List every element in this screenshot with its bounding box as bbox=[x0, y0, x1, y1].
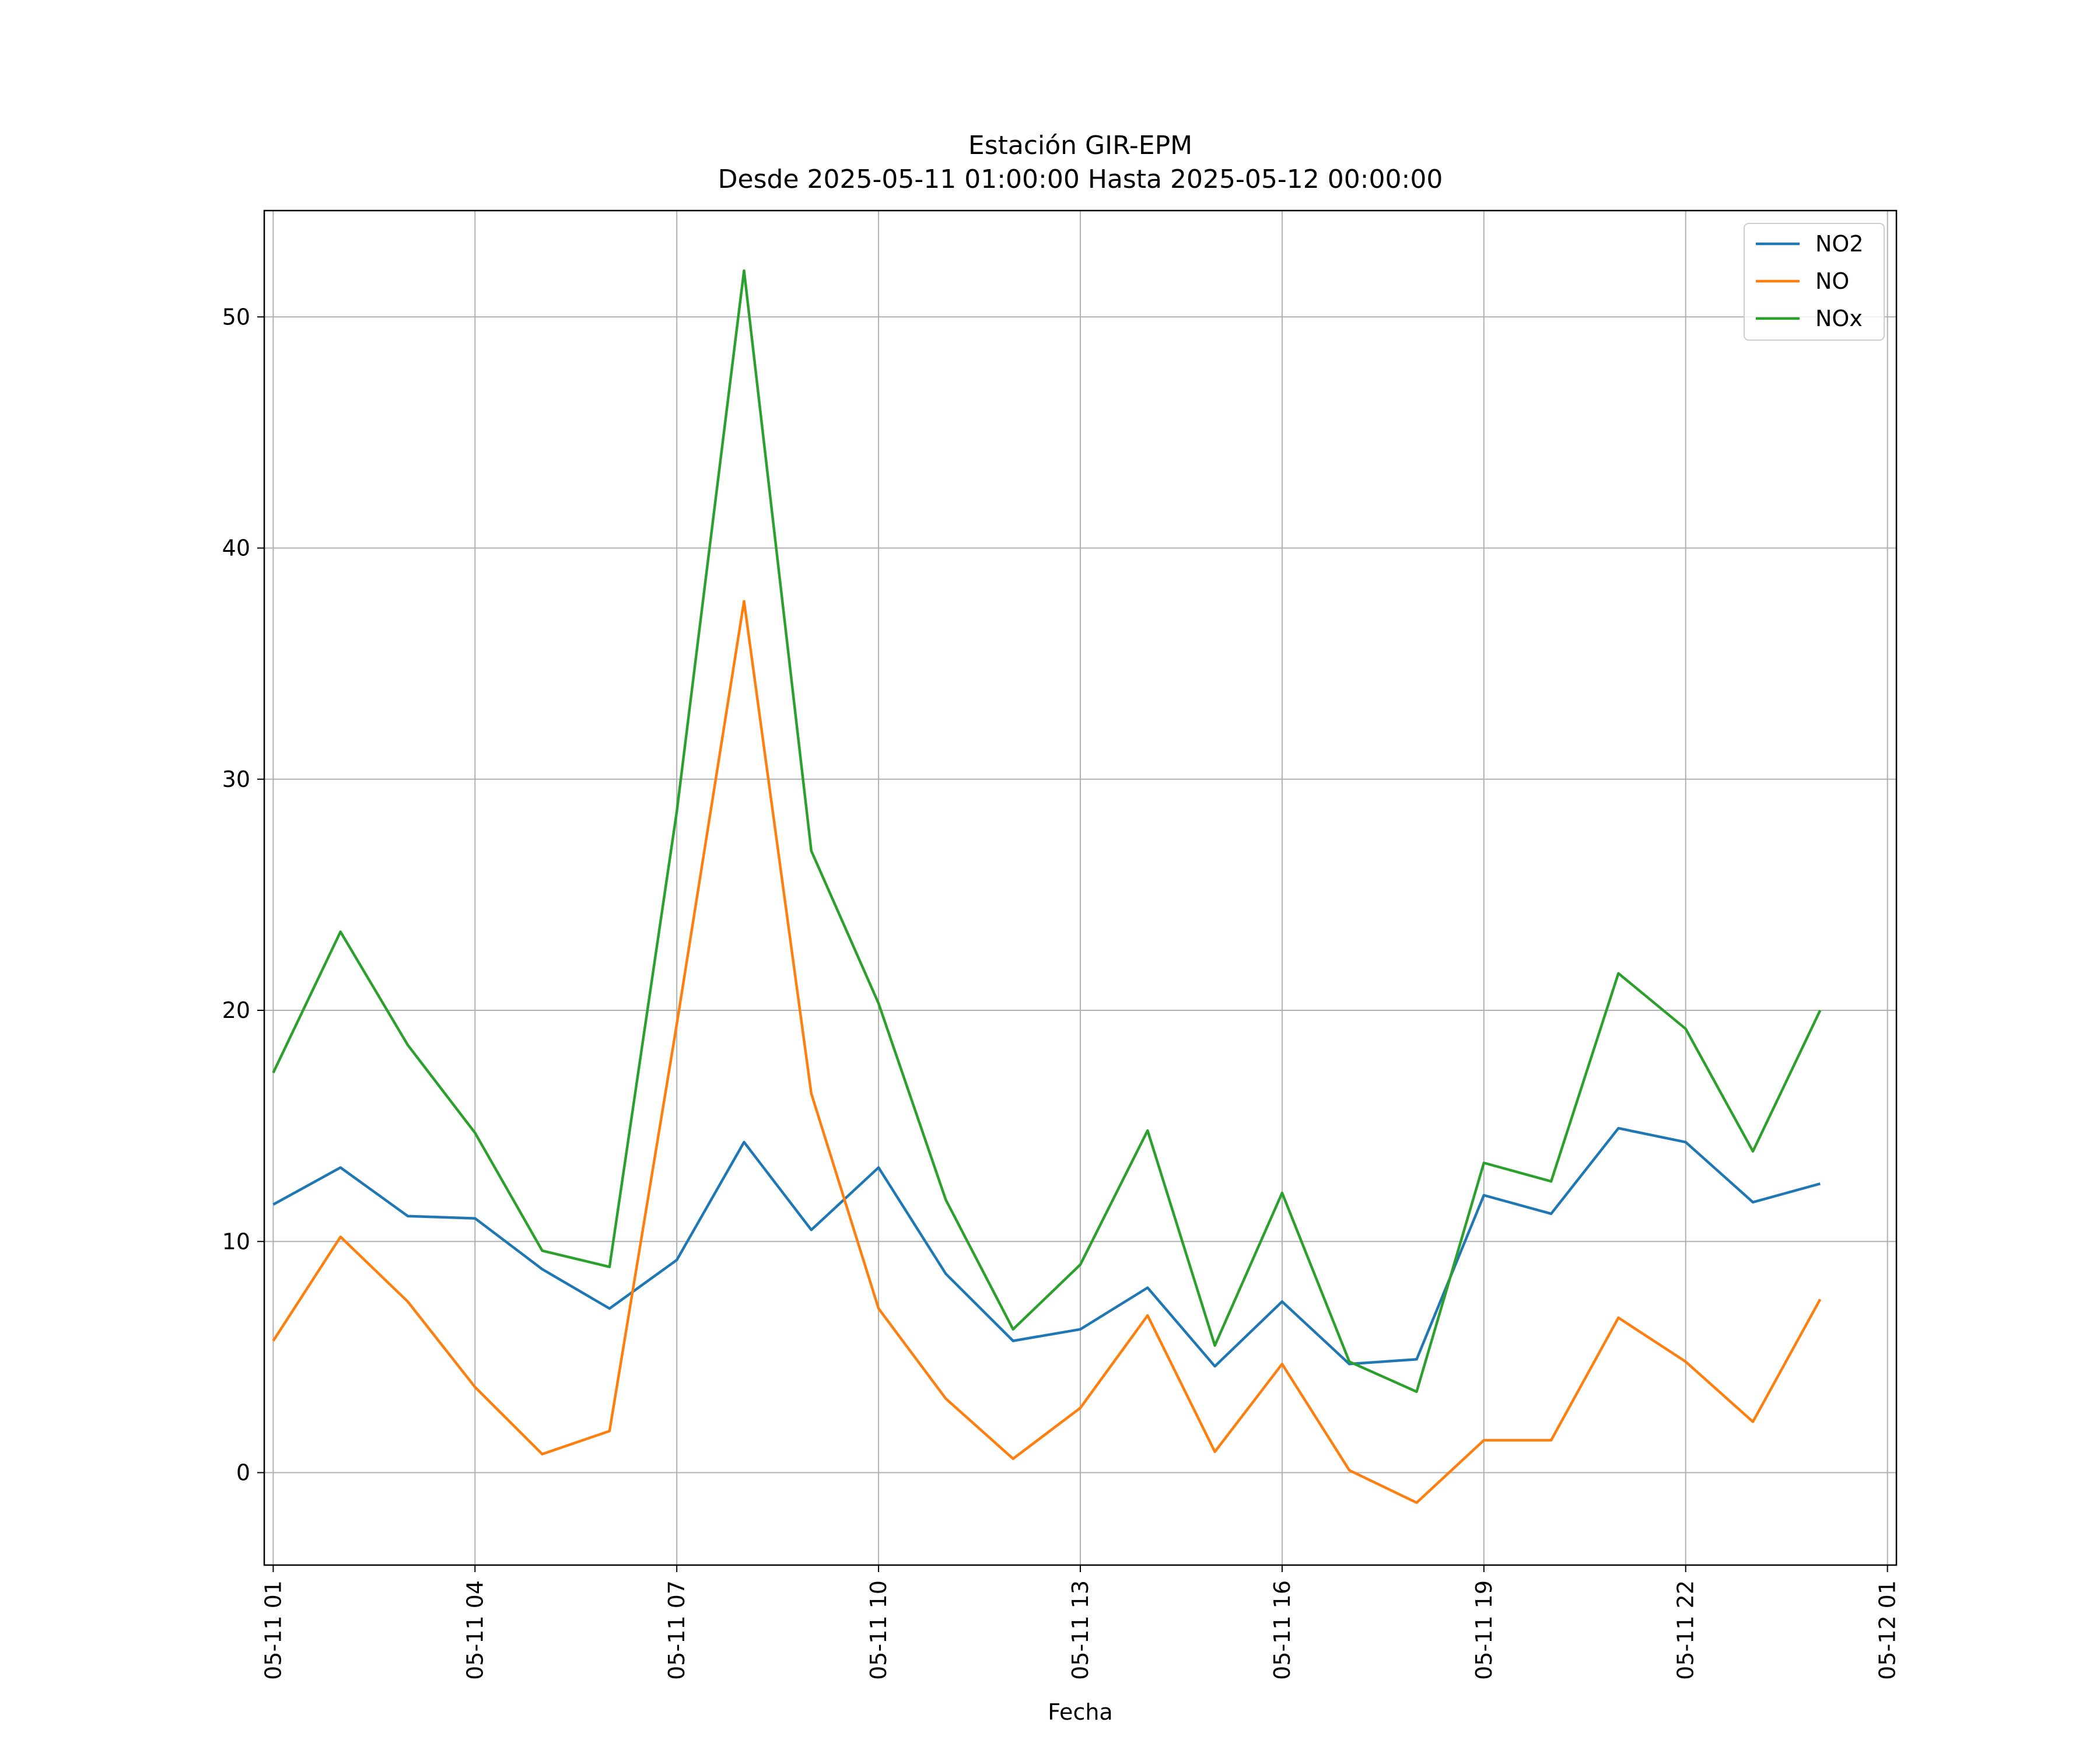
y-tick-label: 40 bbox=[222, 536, 250, 561]
x-tick-label: 05-12 01 bbox=[1875, 1580, 1901, 1680]
x-tick-label: 05-11 07 bbox=[664, 1580, 690, 1680]
legend-label-no: NO bbox=[1815, 268, 1849, 294]
legend-entries: NO2 NO NOx bbox=[1756, 231, 1864, 331]
plot-area-frame bbox=[263, 209, 1898, 1566]
x-tick-label: 05-11 13 bbox=[1068, 1580, 1093, 1680]
x-tick-label: 05-11 10 bbox=[866, 1580, 891, 1680]
y-tick-label: 30 bbox=[222, 766, 250, 792]
series-line-no bbox=[272, 600, 1822, 1504]
legend: NO2 NO NOx bbox=[1744, 223, 1885, 341]
axis-ticks: 0 10 20 30 40 50 05-11 01 05-11 04 05-11 07 05-11… bbox=[222, 304, 1901, 1680]
x-tick-label: 05-11 04 bbox=[462, 1580, 488, 1680]
y-tick-label: 10 bbox=[222, 1228, 250, 1254]
series-line-nox bbox=[272, 269, 1822, 1394]
x-tick-label: 05-11 19 bbox=[1471, 1580, 1497, 1680]
grid-lines bbox=[264, 211, 1896, 1565]
x-axis-label: Fecha bbox=[1048, 1699, 1112, 1725]
y-tick-label: 20 bbox=[222, 998, 250, 1023]
legend-box bbox=[1744, 223, 1885, 341]
legend-label-no2: NO2 bbox=[1815, 231, 1864, 257]
legend-label-nox: NOx bbox=[1815, 306, 1863, 331]
series-lines bbox=[272, 269, 1822, 1504]
x-tick-label: 05-11 01 bbox=[260, 1580, 286, 1680]
series-line-no2 bbox=[272, 1126, 1821, 1368]
chart-title: Estación GIR-EPM bbox=[968, 131, 1192, 160]
y-tick-label: 50 bbox=[222, 304, 250, 330]
x-tick-label: 05-11 16 bbox=[1269, 1580, 1295, 1680]
chart-subtitle: Desde 2025-05-11 01:00:00 Hasta 2025-05-… bbox=[718, 164, 1443, 194]
x-tick-label: 05-11 22 bbox=[1673, 1580, 1699, 1680]
y-tick-label: 0 bbox=[236, 1460, 250, 1486]
